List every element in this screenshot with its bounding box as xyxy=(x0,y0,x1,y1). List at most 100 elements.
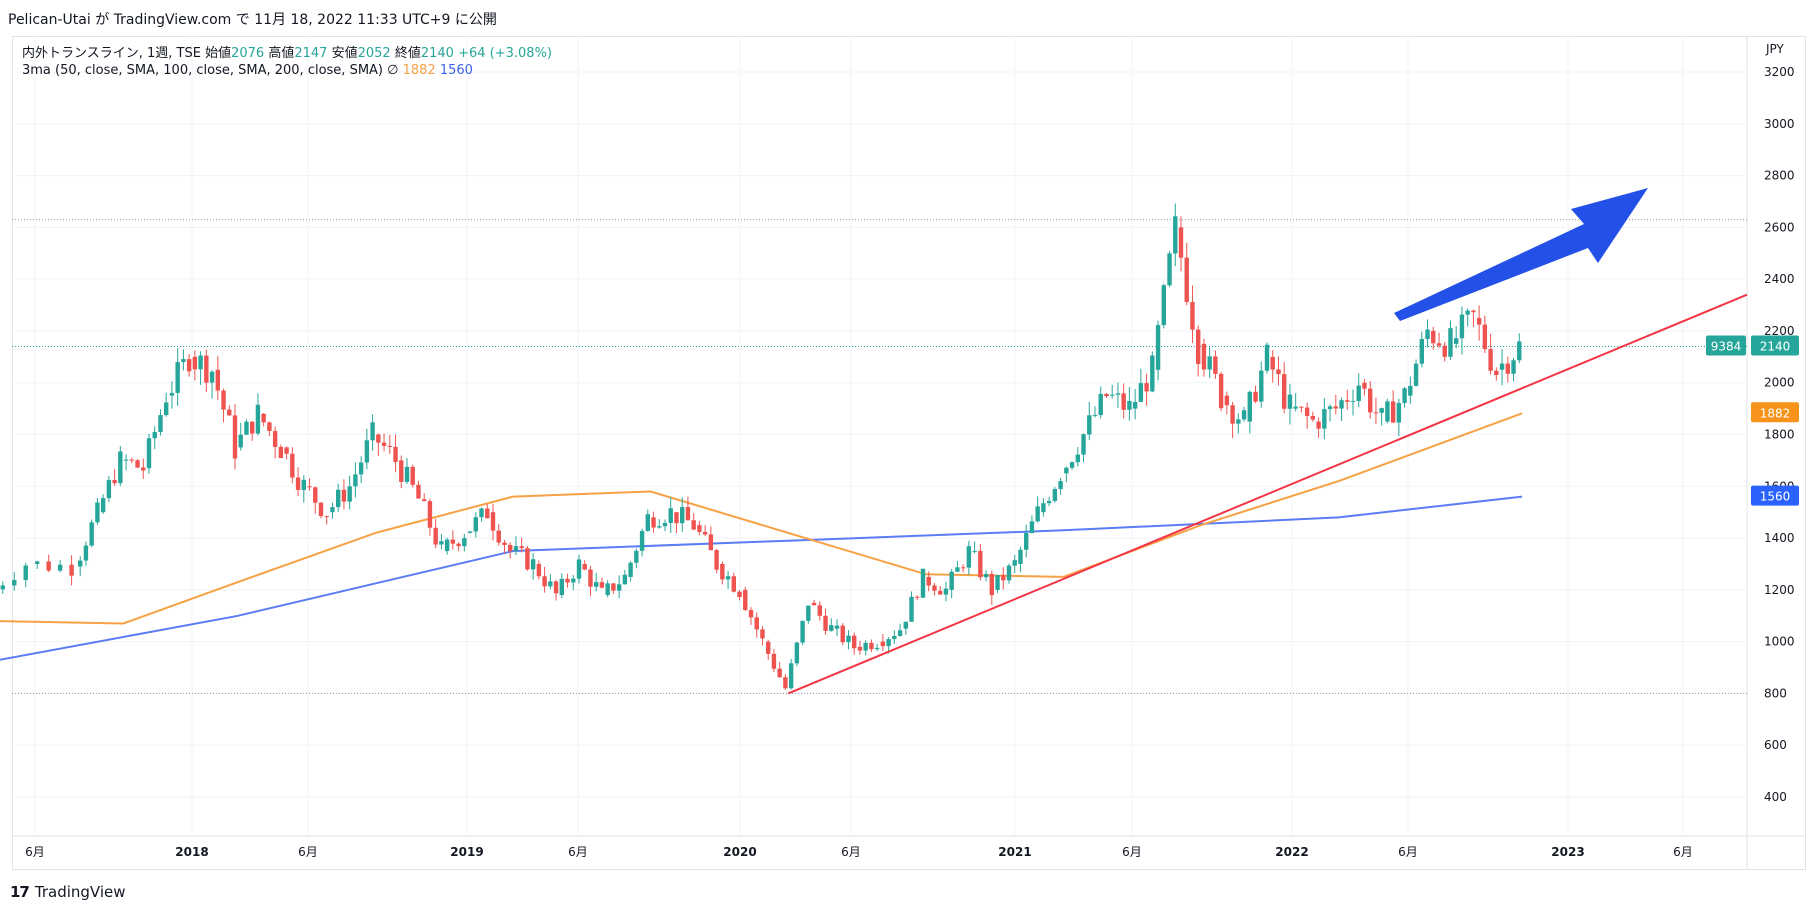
candle-body xyxy=(0,585,5,590)
candle-body xyxy=(485,508,490,519)
time-axis-label: 6月 xyxy=(1398,845,1418,859)
candle-body xyxy=(989,573,994,596)
candle-body xyxy=(307,486,312,488)
candle-body xyxy=(702,531,708,535)
candle-body xyxy=(57,564,63,571)
candle-body xyxy=(393,446,398,462)
candle-body xyxy=(874,647,880,650)
candle-body xyxy=(422,499,427,502)
time-axis-label: 2022 xyxy=(1275,845,1308,859)
candle-body xyxy=(1115,393,1121,395)
candle-body xyxy=(467,531,473,533)
candle-body xyxy=(525,548,530,570)
candle-body xyxy=(1121,393,1126,410)
candle-body xyxy=(754,617,759,630)
candle-body xyxy=(290,453,295,478)
time-axis-label: 2021 xyxy=(998,845,1031,859)
chart-frame[interactable] xyxy=(12,36,1806,870)
candle-body xyxy=(823,615,828,631)
candle-body xyxy=(1236,419,1241,424)
candle-body xyxy=(530,559,536,570)
candle-body xyxy=(1505,363,1510,374)
sma200-line[interactable] xyxy=(0,495,1523,663)
candle-body xyxy=(857,646,863,651)
candle-body xyxy=(1253,391,1258,402)
candle-body xyxy=(152,432,157,439)
candle-body xyxy=(599,582,605,588)
candle-body xyxy=(960,567,966,569)
indicator-legend[interactable]: 3ma (50, close, SMA, 100, close, SMA, 20… xyxy=(22,63,473,78)
currency-label: JPY xyxy=(1765,42,1785,56)
time-axis-label: 6月 xyxy=(1673,845,1693,859)
candle-body xyxy=(1299,406,1304,408)
candle-body xyxy=(1373,412,1379,414)
candle-body xyxy=(645,514,650,531)
candle-body xyxy=(1207,356,1212,370)
candle-body xyxy=(1104,393,1109,397)
time-axis-label: 2019 xyxy=(450,845,483,859)
candle-body xyxy=(1092,415,1098,417)
ma200-legend-value: 1560 xyxy=(439,63,473,78)
candle-body xyxy=(146,438,152,469)
candle-body xyxy=(846,635,851,643)
candle-body xyxy=(272,430,278,447)
candle-body xyxy=(1517,341,1522,361)
volume-badge: 9384 xyxy=(1711,339,1742,353)
candle-body xyxy=(1190,301,1195,330)
candle-body xyxy=(519,546,524,549)
legend-high-value: 2147 xyxy=(294,46,328,61)
candle-body xyxy=(158,415,163,433)
candle-body xyxy=(1482,324,1488,350)
candle-body xyxy=(766,641,771,654)
ma100-badge: 1882 xyxy=(1760,406,1791,420)
candle-body xyxy=(456,543,461,547)
candle-body xyxy=(1413,363,1419,386)
candle-body xyxy=(1041,503,1046,513)
legend-high-label: 高値 xyxy=(268,46,295,61)
candle-body xyxy=(1132,401,1138,409)
trend-arrow-shape[interactable] xyxy=(1394,188,1648,321)
candle-body xyxy=(427,501,433,528)
last-price-badge: 2140 xyxy=(1760,339,1791,353)
candle-body xyxy=(1259,370,1264,402)
candle-body xyxy=(1138,383,1144,402)
candle-body xyxy=(1304,407,1310,416)
candle-body xyxy=(35,561,40,564)
candle-body xyxy=(720,563,725,580)
candle-body xyxy=(1264,344,1270,371)
price-axis-label: 1400 xyxy=(1764,531,1795,545)
candle-body xyxy=(1001,574,1006,581)
candle-body xyxy=(141,467,146,471)
candle-body xyxy=(313,487,318,503)
candle-body xyxy=(1018,549,1023,564)
candle-body xyxy=(1110,394,1115,396)
sma100-line[interactable] xyxy=(0,412,1523,625)
candle-body xyxy=(12,580,17,586)
candle-body xyxy=(238,434,243,448)
candle-body xyxy=(1046,500,1052,504)
candle-body xyxy=(1310,415,1316,420)
candle-body xyxy=(1155,325,1161,370)
candle-body xyxy=(1385,401,1390,422)
candle-body xyxy=(1224,395,1230,406)
candle-body xyxy=(634,550,639,563)
candle-body xyxy=(657,526,662,528)
candle-body xyxy=(336,489,341,508)
tradingview-footer[interactable]: 17 TradingView xyxy=(10,881,126,903)
candle-body xyxy=(1035,506,1040,522)
candle-body xyxy=(112,479,117,484)
candle-body xyxy=(760,629,765,639)
candle-body xyxy=(748,610,754,618)
candle-body xyxy=(1322,409,1327,429)
footer-brand: TradingView xyxy=(34,883,126,901)
trendline[interactable] xyxy=(787,293,1748,695)
candle-body xyxy=(1448,328,1453,357)
candle-body xyxy=(89,522,94,546)
candle-body xyxy=(450,539,456,544)
candle-body xyxy=(777,668,782,678)
candle-body xyxy=(462,538,467,547)
candle-body xyxy=(680,507,685,524)
indicator-visibility-icon[interactable]: ∅ xyxy=(387,63,399,78)
candle-body xyxy=(95,502,100,523)
